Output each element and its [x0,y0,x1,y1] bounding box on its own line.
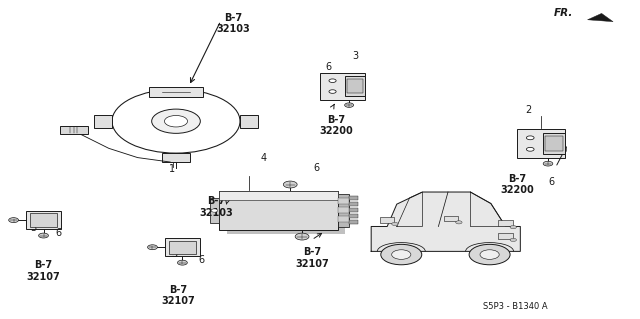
Bar [338,216,349,222]
Text: 6: 6 [198,255,205,265]
Circle shape [381,244,422,265]
Bar [30,213,57,227]
Bar [26,211,61,229]
Circle shape [543,161,553,166]
Circle shape [38,233,49,238]
Bar [210,198,219,223]
Bar [444,216,458,221]
Circle shape [510,238,516,241]
Text: 6: 6 [325,62,332,72]
Circle shape [526,147,534,151]
Circle shape [526,136,534,140]
Bar [338,207,349,213]
Circle shape [164,115,188,127]
Circle shape [480,250,499,259]
Text: 4: 4 [260,153,267,163]
Circle shape [329,90,336,93]
Bar [380,217,394,223]
Text: 6: 6 [314,163,320,174]
Circle shape [329,79,336,83]
Circle shape [9,218,19,223]
Bar [338,198,349,204]
Text: 6: 6 [548,177,555,188]
Text: 1: 1 [168,164,175,174]
Text: 5: 5 [172,249,178,259]
Circle shape [392,222,398,226]
Polygon shape [371,192,520,251]
Circle shape [152,109,200,133]
Text: B-7
32107: B-7 32107 [296,247,329,269]
Bar [349,202,358,206]
Bar [338,194,349,227]
FancyBboxPatch shape [240,115,258,128]
Text: 2: 2 [525,105,531,115]
Circle shape [510,226,516,229]
Bar [169,241,196,254]
Bar [320,73,365,100]
Bar [517,129,564,158]
Circle shape [211,209,218,212]
Circle shape [284,181,297,188]
Text: 3: 3 [352,51,358,61]
Text: FR.: FR. [554,8,573,18]
Bar [227,195,346,234]
Bar [344,76,365,96]
Bar [498,220,513,226]
FancyBboxPatch shape [161,153,191,162]
Bar [349,196,358,200]
FancyBboxPatch shape [94,115,112,128]
Circle shape [177,260,188,265]
Circle shape [344,103,354,107]
Text: 6: 6 [56,228,62,238]
Text: S5P3 - B1340 A: S5P3 - B1340 A [483,302,547,311]
Text: B-7
32103: B-7 32103 [200,196,233,218]
Circle shape [456,221,462,224]
Text: B-7
32107: B-7 32107 [161,285,195,306]
Bar [349,208,358,212]
Text: B-7
32103: B-7 32103 [217,13,250,34]
Bar [219,191,338,230]
Bar [543,133,565,154]
Bar [164,239,200,256]
Bar [349,214,358,218]
FancyBboxPatch shape [149,87,204,97]
Bar [349,220,358,224]
FancyBboxPatch shape [60,126,88,134]
Bar [545,136,563,151]
Text: B-7
32107: B-7 32107 [27,260,60,282]
Circle shape [295,233,309,240]
Circle shape [392,250,411,259]
Text: B-7
32200: B-7 32200 [500,174,534,196]
Bar [347,79,363,93]
Circle shape [469,244,510,265]
Circle shape [148,245,157,250]
Bar [219,191,338,200]
Text: 5: 5 [30,223,36,233]
Text: B-7
32200: B-7 32200 [319,115,353,137]
Bar [498,233,513,239]
Polygon shape [588,13,613,22]
